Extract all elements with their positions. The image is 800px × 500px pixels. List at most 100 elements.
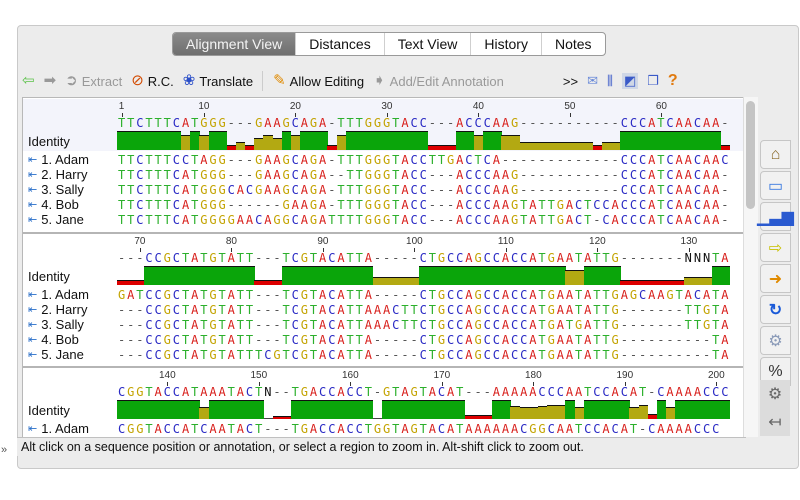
base-char: - [556,168,564,182]
base-char: - [721,213,729,227]
identity-bar [153,266,164,285]
sequence-name[interactable]: ⇤ 1. Adam [28,422,89,436]
base-char: - [529,168,537,182]
reverse-complement-button[interactable]: ⊘ R.C. [131,73,174,89]
base-char: T [602,318,610,332]
base-char: C [492,348,500,362]
base-char: T [218,348,226,362]
identity-bar [620,280,630,285]
base-char: A [721,288,729,302]
extract-button[interactable]: ➲ Extract [65,73,122,89]
base-char: G [611,348,619,362]
base-char: A [319,213,327,227]
identity-bar [574,407,584,419]
base-char: - [657,303,665,317]
ruler-tick [350,382,352,386]
base-char: - [511,153,519,167]
base-char: A [648,183,656,197]
sequence-name[interactable]: ⇤ 3. Sally [28,183,84,197]
identity-bar [492,400,502,419]
sequence-name[interactable]: ⇤ 1. Adam [28,288,89,302]
base-char: T [419,422,427,436]
sequence-name[interactable]: ⇤ 1. Adam [28,153,89,167]
base-char: C [136,213,144,227]
base-char: - [255,198,263,212]
base-char: C [620,153,628,167]
tab-alignment-view[interactable]: Alignment View [173,33,297,55]
sequence-name[interactable]: ⇤ 5. Jane [28,348,84,362]
add-annotation-button[interactable]: ➧ Add/Edit Annotation [373,73,504,89]
split-view-icon[interactable]: ⫼ [606,73,613,88]
base-char: G [255,153,263,167]
sequence-name[interactable]: ⇤ 5. Jane [28,213,84,227]
base-char: - [117,348,126,362]
base-char: T [456,385,464,399]
base-char: A [264,116,272,130]
base-char: C [227,183,235,197]
collapse-icon[interactable]: ◩ [621,73,639,89]
identity-bar [208,400,218,419]
bar-chart-icon[interactable]: ▁▃▆ [757,202,794,231]
refresh-icon[interactable]: ↻ [760,295,791,324]
collapse-panel-icon[interactable]: ↤ [768,414,782,431]
allow-editing-button[interactable]: ✎ Allow Editing [273,73,364,89]
tab-text-view[interactable]: Text View [385,33,472,55]
base-char: C [447,288,455,302]
back-button[interactable]: ⇦ [22,73,35,89]
sequence-name[interactable]: ⇤ 4. Bob [28,198,79,212]
new-window-icon[interactable]: ❐ [647,73,659,88]
email-icon[interactable]: ✉ [587,73,598,88]
arrow-right-icon[interactable]: ⇨ [760,233,791,262]
base-char: G [547,333,555,347]
scrollbar-thumb[interactable] [746,101,755,209]
base-char: - [264,288,272,302]
sequence-name[interactable]: ⇤ 2. Harry [28,168,87,182]
more-button[interactable]: >> [562,73,579,89]
translate-button[interactable]: ❀ Translate [183,73,253,89]
base-char: C [465,153,473,167]
settings-gear-icon[interactable]: ⚙ [767,386,783,403]
alignment-viewer[interactable]: 1 10 20 30 40 50 60 T T C T T T C A T G G G - - - G A A G C A G A - T T T… [22,97,744,439]
identity-bar [492,131,502,150]
help-arrow-icon[interactable]: ➜ [760,264,791,293]
tab-distances[interactable]: Distances [296,33,385,55]
base-char: T [538,318,546,332]
sequence-name[interactable]: ⇤ 4. Bob [28,333,79,347]
gear-icon[interactable]: ⚙ [760,326,791,355]
identity-bar [345,266,356,285]
expand-icon[interactable]: » [1,444,8,456]
vertical-scrollbar[interactable] [743,97,758,437]
sequence-name[interactable]: ⇤ 3. Sally [28,318,84,332]
base-char: A [300,168,308,182]
forward-button[interactable]: ➡ [44,73,57,89]
base-char: G [383,198,391,212]
identity-bar [428,266,438,285]
tab-notes[interactable]: Notes [554,36,592,52]
identity-bar [171,131,182,150]
rc-label: R.C. [147,73,174,89]
home-icon[interactable]: ⌂ [760,140,791,169]
sequence-name[interactable]: ⇤ 2. Harry [28,303,87,317]
help-icon[interactable]: ? [667,72,678,89]
monitor-icon[interactable]: ▭ [760,171,791,200]
base-char: A [684,153,692,167]
base-char: T [218,318,226,332]
base-char: G [547,318,555,332]
base-char: C [474,198,482,212]
base-char: T [392,153,400,167]
tab-history[interactable]: History [471,33,542,55]
